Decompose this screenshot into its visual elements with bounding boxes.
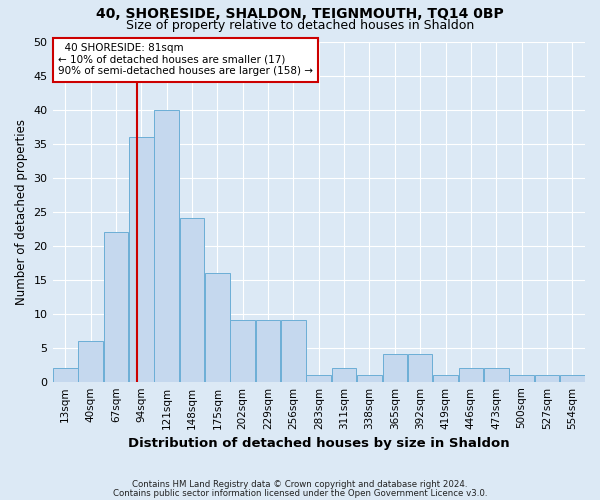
Bar: [154, 110, 179, 382]
Bar: [179, 218, 204, 382]
Bar: [205, 273, 230, 382]
Bar: [281, 320, 306, 382]
Bar: [535, 375, 559, 382]
Bar: [433, 375, 458, 382]
Bar: [104, 232, 128, 382]
Y-axis label: Number of detached properties: Number of detached properties: [15, 118, 28, 304]
Text: 40 SHORESIDE: 81sqm
← 10% of detached houses are smaller (17)
90% of semi-detach: 40 SHORESIDE: 81sqm ← 10% of detached ho…: [58, 43, 313, 76]
Bar: [383, 354, 407, 382]
Bar: [230, 320, 255, 382]
Bar: [129, 137, 154, 382]
Bar: [332, 368, 356, 382]
Bar: [307, 375, 331, 382]
Bar: [408, 354, 433, 382]
X-axis label: Distribution of detached houses by size in Shaldon: Distribution of detached houses by size …: [128, 437, 509, 450]
Bar: [53, 368, 77, 382]
Text: Size of property relative to detached houses in Shaldon: Size of property relative to detached ho…: [126, 19, 474, 32]
Bar: [560, 375, 584, 382]
Bar: [256, 320, 280, 382]
Text: Contains HM Land Registry data © Crown copyright and database right 2024.: Contains HM Land Registry data © Crown c…: [132, 480, 468, 489]
Bar: [484, 368, 509, 382]
Bar: [357, 375, 382, 382]
Bar: [509, 375, 534, 382]
Bar: [78, 341, 103, 382]
Bar: [458, 368, 483, 382]
Text: 40, SHORESIDE, SHALDON, TEIGNMOUTH, TQ14 0BP: 40, SHORESIDE, SHALDON, TEIGNMOUTH, TQ14…: [96, 8, 504, 22]
Text: Contains public sector information licensed under the Open Government Licence v3: Contains public sector information licen…: [113, 488, 487, 498]
